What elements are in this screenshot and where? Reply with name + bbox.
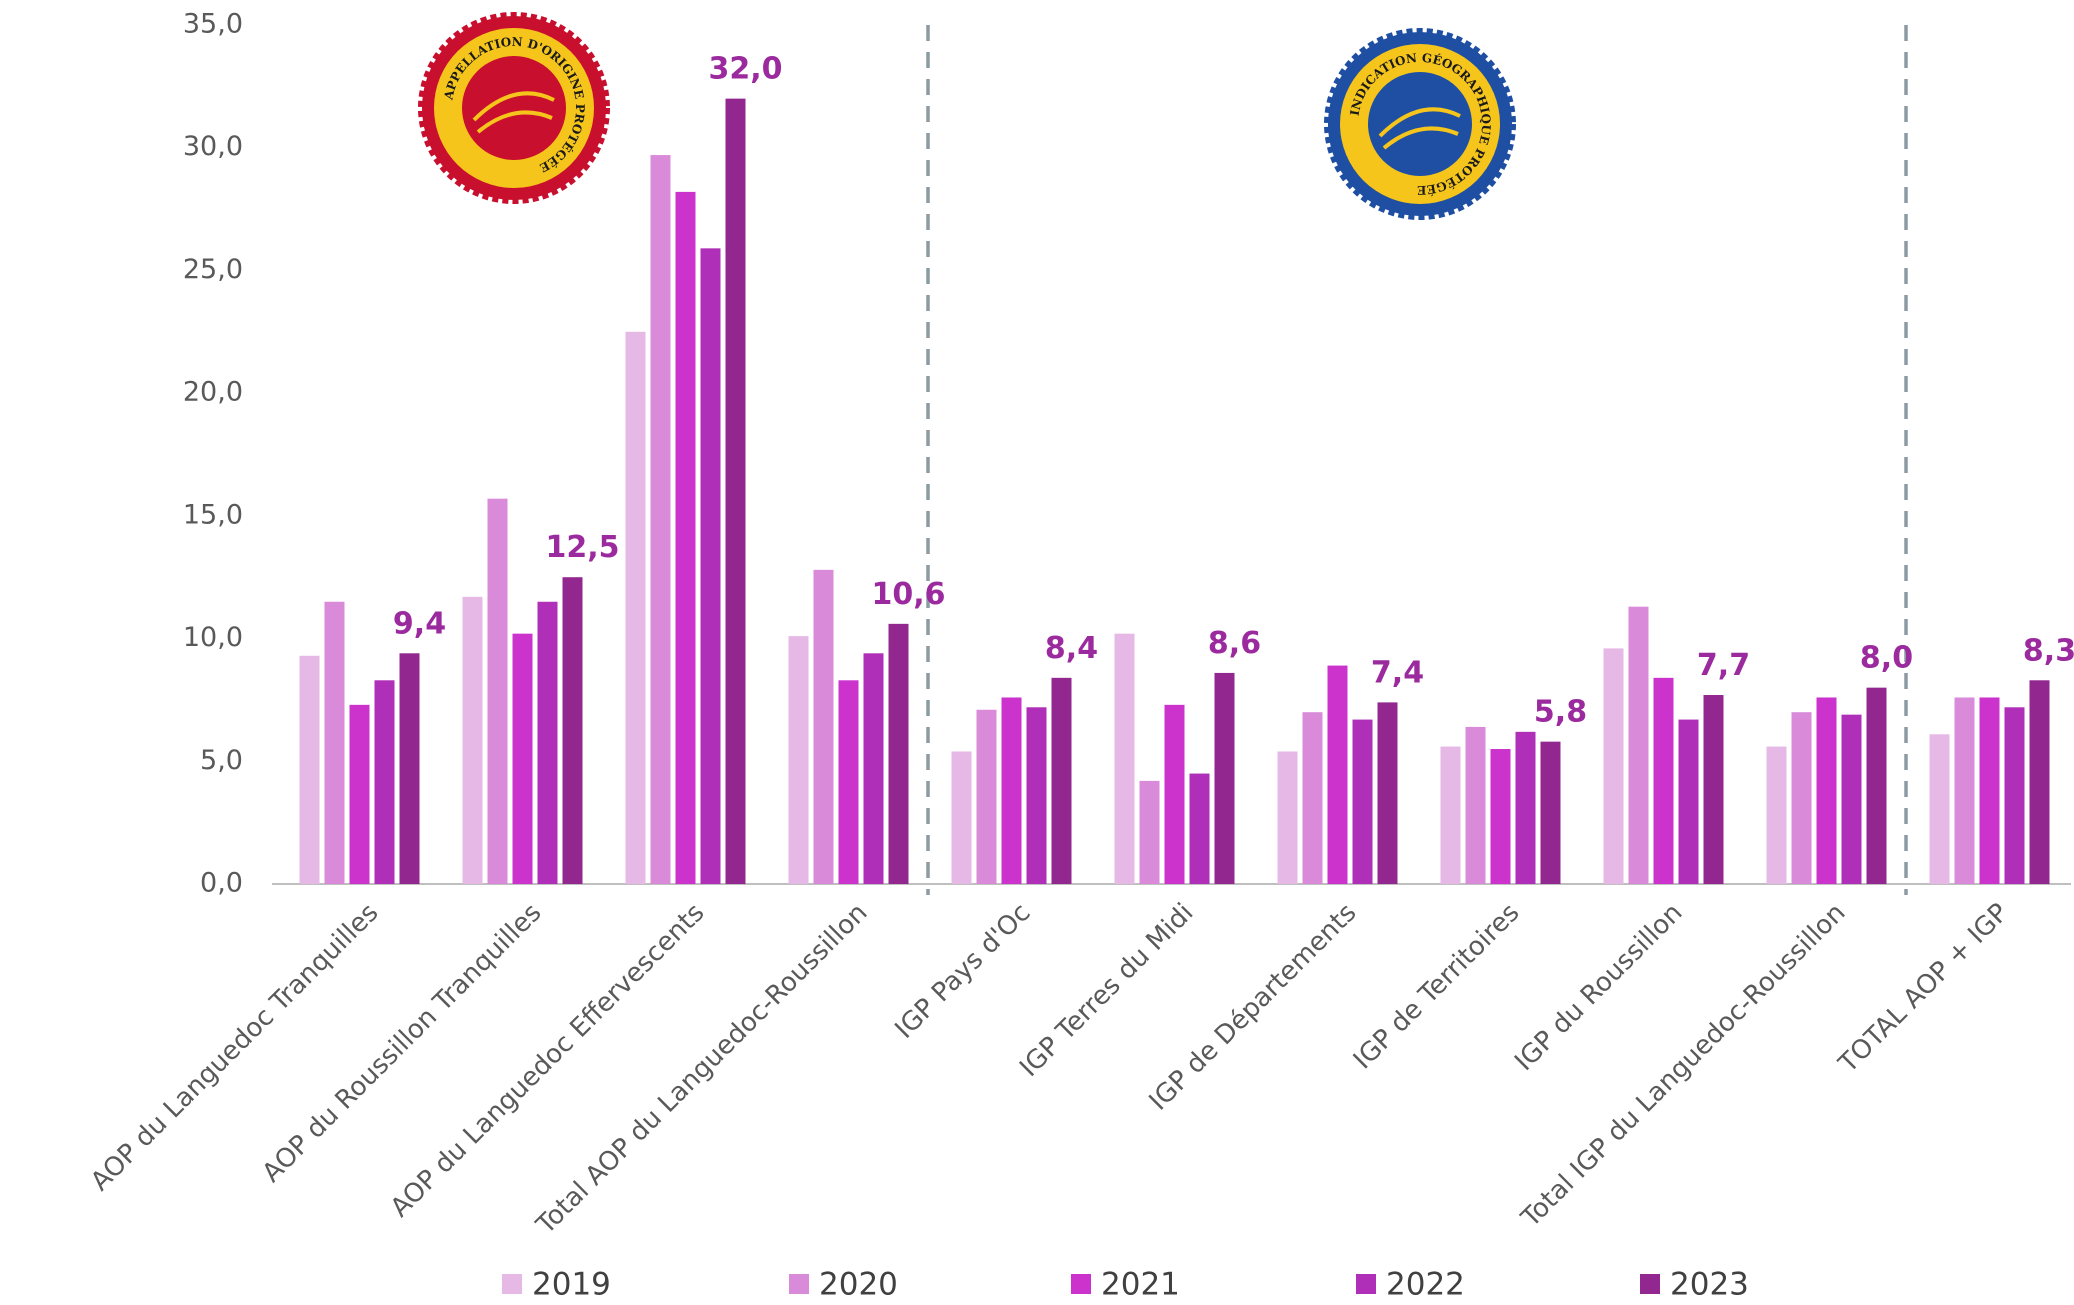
value-label: 9,4 (393, 606, 446, 641)
value-label: 12,5 (545, 530, 619, 565)
bar (675, 191, 696, 885)
bar (1866, 687, 1887, 884)
bar (700, 248, 721, 885)
x-tick-label: Total IGP du Languedoc-Roussillon (1515, 898, 1851, 1234)
bar (1515, 731, 1536, 884)
y-tick-label: 10,0 (183, 622, 243, 653)
legend-swatch (502, 1274, 522, 1294)
bar (838, 680, 859, 884)
bar (1791, 712, 1812, 884)
bar (1540, 741, 1561, 884)
bar (1026, 707, 1047, 884)
bar (299, 655, 320, 884)
x-tick-label: IGP du Roussillon (1509, 898, 1688, 1077)
bar (1841, 714, 1862, 884)
y-tick-label: 15,0 (183, 499, 243, 530)
bar (888, 623, 909, 884)
bar (2004, 707, 2025, 884)
value-label: 8,0 (1860, 641, 1913, 676)
bar (1214, 672, 1235, 884)
legend-swatch (1640, 1274, 1660, 1294)
bar (2029, 680, 2050, 884)
value-label: 10,6 (871, 577, 945, 612)
bar (1703, 695, 1724, 884)
y-tick-label: 20,0 (183, 377, 243, 408)
bar (1139, 780, 1160, 884)
bar (1929, 734, 1950, 884)
bar (1277, 751, 1298, 884)
bar (462, 596, 483, 884)
bar (1628, 606, 1649, 884)
bar (725, 98, 746, 885)
bar (1189, 773, 1210, 884)
value-label: 8,3 (2023, 633, 2074, 668)
value-label: 5,8 (1534, 695, 1587, 730)
bar (625, 331, 646, 884)
bar (1164, 704, 1185, 884)
x-tick-label: IGP de Territoires (1348, 898, 1526, 1076)
legend-swatch (789, 1274, 809, 1294)
bar (1302, 712, 1323, 884)
bar (374, 680, 395, 884)
bar (562, 577, 583, 884)
bar (1490, 749, 1511, 884)
value-label: 32,0 (708, 52, 782, 87)
bar (1051, 677, 1072, 884)
value-label: 7,7 (1697, 648, 1750, 683)
value-label: 8,6 (1208, 626, 1261, 661)
y-tick-label: 5,0 (200, 745, 243, 776)
aop-logo: APPELLATION D'ORIGINE PROTÉGÉE (418, 12, 610, 204)
bar (1816, 697, 1837, 884)
bar (976, 709, 997, 884)
bar (1001, 697, 1022, 884)
legend-label: 2021 (1101, 1267, 1180, 1303)
legend-label: 2019 (532, 1267, 611, 1303)
bar (951, 751, 972, 884)
value-label: 8,4 (1045, 631, 1098, 666)
bar (1114, 633, 1135, 884)
bar (1766, 746, 1787, 884)
legend-swatch (1356, 1274, 1376, 1294)
bar (399, 653, 420, 884)
x-tick-label: AOP du Languedoc Tranquilles (85, 898, 384, 1197)
x-tick-label: AOP du Roussillon Tranquilles (257, 898, 548, 1189)
bar (1377, 702, 1398, 884)
bar (650, 155, 671, 884)
legend-swatch (1071, 1274, 1091, 1294)
legend-label: 2022 (1386, 1267, 1465, 1303)
x-tick-label: AOP du Languedoc Effervescents (385, 898, 710, 1223)
bar (1465, 726, 1486, 884)
legend-label: 2020 (819, 1267, 898, 1303)
bar (863, 653, 884, 884)
bar (512, 633, 533, 884)
x-tick-label: TOTAL AOP + IGP (1833, 898, 2015, 1080)
bar (1954, 697, 1975, 884)
igp-logo: INDICATION GÉOGRAPHIQUE PROTÉGÉE (1324, 28, 1516, 220)
x-tick-label: IGP Terres du Midi (1014, 898, 1199, 1083)
bar (788, 636, 809, 884)
bar (324, 601, 345, 884)
y-tick-label: 0,0 (200, 868, 243, 899)
bar (1603, 648, 1624, 884)
bar (1327, 665, 1348, 884)
y-tick-label: 30,0 (183, 131, 243, 162)
bar (1678, 719, 1699, 884)
x-tick-label: IGP Pays d'Oc (890, 898, 1037, 1045)
bar (349, 704, 370, 884)
bar (537, 601, 558, 884)
legend-label: 2023 (1670, 1267, 1749, 1303)
bar (1352, 719, 1373, 884)
value-label: 7,4 (1371, 655, 1424, 690)
bar (1440, 746, 1461, 884)
bar (1979, 697, 2000, 884)
bar (487, 498, 508, 884)
bar (1653, 677, 1674, 884)
x-tick-label: Total AOP du Languedoc-Roussillon (530, 898, 873, 1241)
bar (813, 569, 834, 884)
y-tick-label: 25,0 (183, 254, 243, 285)
y-tick-label: 35,0 (183, 9, 243, 40)
